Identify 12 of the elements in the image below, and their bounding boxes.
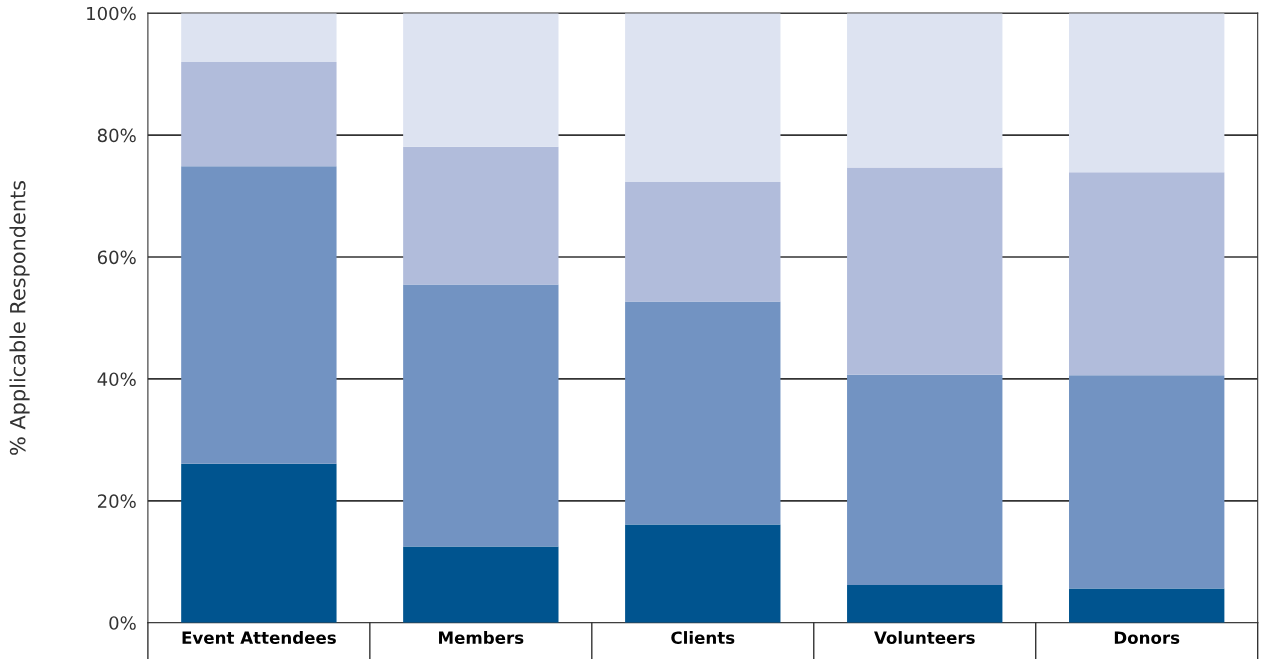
y-axis-title: % Applicable Respondents: [9, 180, 30, 455]
y-tick-label: 80%: [97, 128, 136, 143]
y-tick-label: 0%: [109, 616, 136, 630]
x-tick-label: Donors: [1114, 631, 1180, 644]
y-tick-label: 40%: [97, 372, 136, 387]
x-tick-label: Members: [439, 631, 524, 644]
x-tick-label: Clients: [671, 631, 735, 644]
x-tick-label: Volunteers: [874, 631, 975, 644]
y-tick-label: 20%: [97, 494, 136, 508]
y-tick-label: 100%: [87, 6, 136, 21]
y-tick-label: 60%: [97, 250, 136, 265]
x-tick-label: Event Attendees: [182, 631, 336, 644]
